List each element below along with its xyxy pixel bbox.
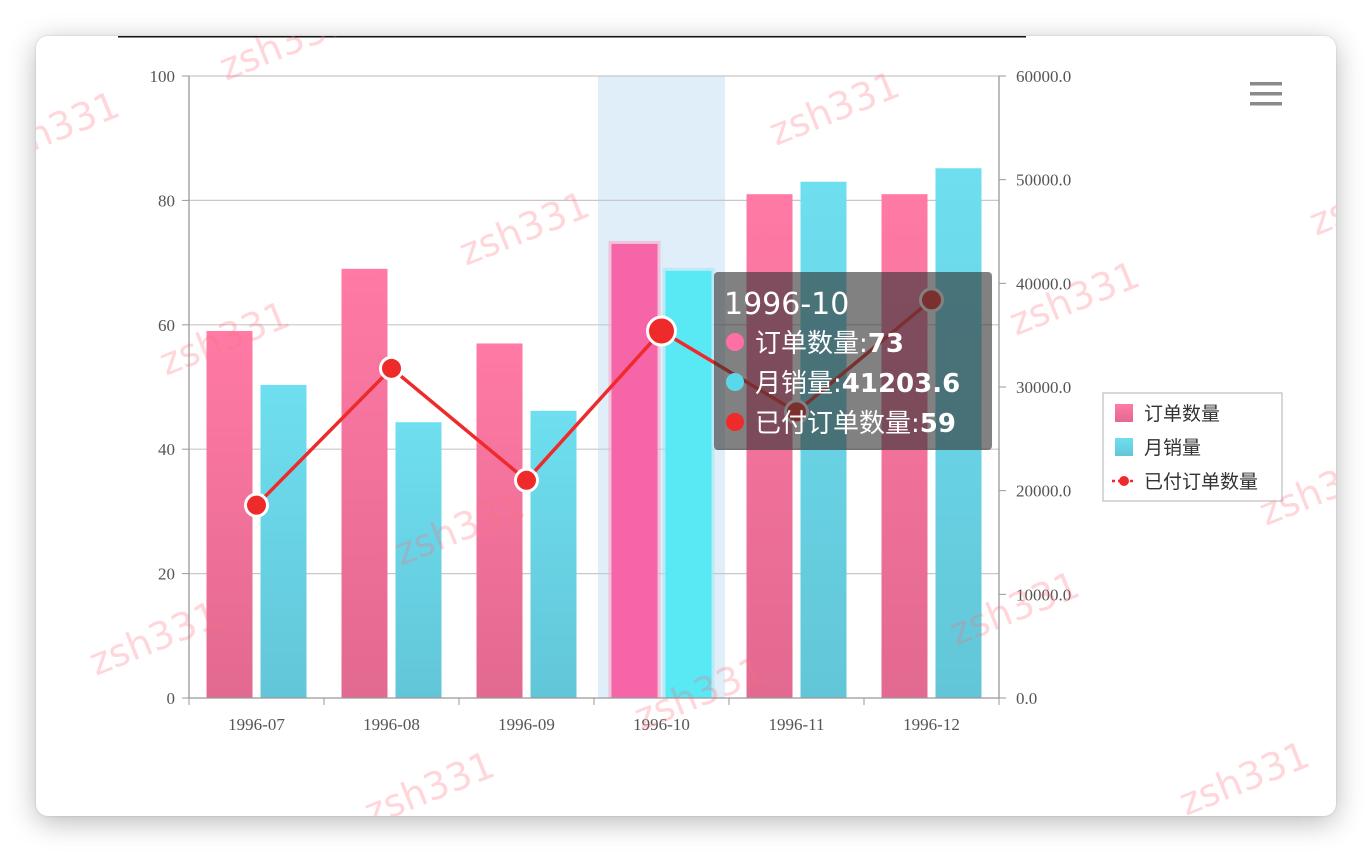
bar-sales-1996-07 [260,384,307,698]
tooltip-row-value: 73 [868,329,904,359]
x-tick-label: 1996-08 [363,715,420,734]
legend-swatch [1115,404,1133,422]
x-tick-label: 1996-12 [903,715,960,734]
tooltip-title: 1996-10 [724,287,849,322]
chart-card: 0 20 40 60 80 100 0.0 10000.0 20000.0 30000.0 4000… [36,36,1336,816]
legend-label: 订单数量 [1144,403,1220,425]
bar-orders-1996-10 [611,243,658,698]
right-tick-label: 10000.0 [1016,585,1071,604]
tooltip-marker [726,373,744,391]
bar-orders-1996-07 [206,331,253,698]
x-tick-label: 1996-09 [498,715,555,734]
bar-sales-1996-09 [530,410,577,698]
left-tick-label: 80 [158,191,175,210]
watermark-text: zsh331 [358,742,501,816]
left-tick-label: 20 [158,565,175,584]
watermark-text: zsh331 [1003,252,1146,344]
legend-item-1[interactable]: 月销量 [1115,437,1201,459]
legend-item-0[interactable]: 订单数量 [1115,403,1220,425]
right-tick-label: 30000.0 [1016,378,1071,397]
x-tick-label: 1996-11 [768,715,824,734]
tooltip-row-value: 41203.6 [842,369,960,399]
tooltip-marker [726,413,744,431]
right-tick-label: 40000.0 [1016,274,1071,293]
legend-label: 已付订单数量 [1144,471,1258,493]
tooltip-colon: : [859,329,868,359]
tooltip-colon: : [833,369,842,399]
watermark-text: zsh331 [1303,152,1336,244]
bar-orders-1996-09 [476,343,523,698]
watermark-text: zsh331 [1173,732,1316,816]
legend-swatch [1115,438,1133,456]
tooltip-row: 订单数量:73 [755,329,904,359]
left-tick-label: 40 [158,440,175,459]
watermark-text: zsh331 [213,36,356,89]
tooltip-row: 月销量:41203.6 [755,369,960,399]
x-tick-label: 1996-10 [633,715,690,734]
legend-item-2[interactable]: 已付订单数量 [1112,471,1258,493]
left-tick-label: 60 [158,316,175,335]
paid-orders-point-1996-07 [244,492,269,518]
bar-sales-1996-10 [665,270,712,698]
watermark-text: zsh331 [83,592,226,684]
paid-orders-point-1996-10 [646,315,677,347]
legend-marker [1119,476,1129,486]
legend-label: 月销量 [1144,437,1201,459]
watermark-text: zsh331 [453,182,596,274]
tooltip-marker [726,333,744,351]
watermark-text: zsh331 [36,82,126,174]
paid-orders-point-1996-09 [514,467,539,493]
tooltip-row-label: 月销量 [755,369,833,399]
x-tick-label: 1996-07 [228,715,285,734]
tooltip-row-label: 已付订单数量 [755,409,911,439]
hamburger-menu-icon[interactable] [1241,76,1289,112]
tooltip-row: 已付订单数量:59 [755,409,956,439]
right-tick-label: 0.0 [1016,689,1037,708]
tooltip-background [714,272,992,450]
right-tick-label: 50000.0 [1016,171,1071,190]
left-tick-label: 0 [167,689,176,708]
tooltip-row-value: 59 [920,409,956,439]
left-tick-label: 100 [150,67,176,86]
right-tick-label: 60000.0 [1016,67,1071,86]
right-tick-label: 20000.0 [1016,482,1071,501]
combo-chart: 0 20 40 60 80 100 0.0 10000.0 20000.0 30000.0 4000… [36,36,1336,816]
tooltip-colon: : [911,409,920,439]
bar-sales-1996-08 [395,422,442,698]
paid-orders-point-1996-08 [379,355,404,381]
bar-orders-1996-08 [341,268,388,698]
tooltip-row-label: 订单数量 [755,329,859,359]
